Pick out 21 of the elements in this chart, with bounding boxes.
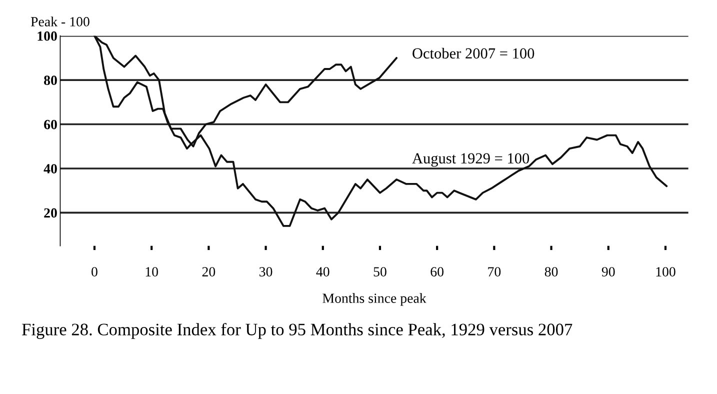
annotation: October 2007 = 100 [412,48,534,59]
x-tick-label: 40 [316,267,330,276]
x-tick-label: 30 [260,267,272,276]
x-tick-label: 80 [544,267,558,276]
x-axis-title: Months since peak [322,293,426,306]
caption: Figure 28. Composite Index for Up to 95 Months since Peak, 1929 versus 2007 [22,322,572,339]
y-tick-label: 100 [38,31,57,41]
x-tick-label: 70 [488,267,501,276]
y-axis-title: Peak - 100 [30,16,90,26]
x-tick-label: 90 [602,267,615,276]
x-tick-label: 10 [146,267,158,276]
x-tick-label: 60 [430,267,444,276]
y-tick-label: 20 [44,208,57,218]
y-tick-label: 80 [44,76,57,86]
x-tick-label: 20 [202,267,216,276]
annotation: August 1929 = 100 [412,153,530,167]
x-tick-label: 50 [374,267,386,276]
x-tick-label: 100 [656,267,676,276]
y-tick-label: 40 [44,164,57,174]
x-tick-label: 0 [92,267,98,276]
y-tick-label: 60 [44,120,57,130]
